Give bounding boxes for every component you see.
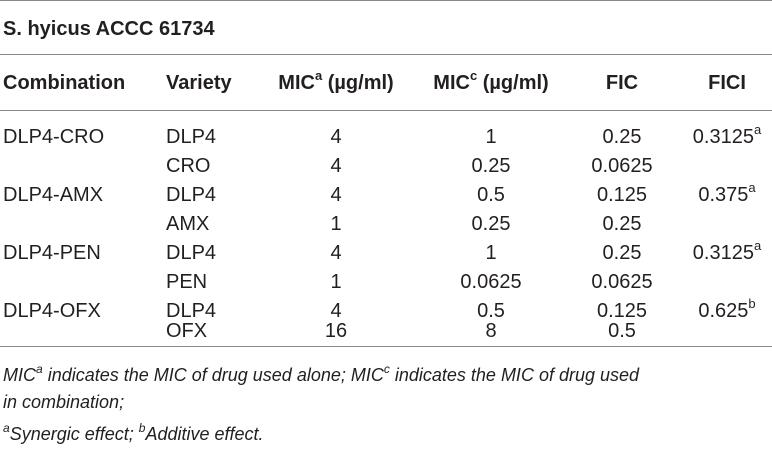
strain-title: S. hyicus ACCC 61734 <box>3 18 215 40</box>
header-fici: FICI <box>708 72 746 94</box>
table-row: PEN 1 0.0625 0.0625 <box>0 271 772 297</box>
cell-fici: 0.375a <box>698 180 756 206</box>
cell-combination: DLP4-OFX <box>3 300 101 322</box>
cell-fic: 0.25 <box>602 213 642 235</box>
cell-mic-c: 0.25 <box>471 155 511 177</box>
cell-fici: 0.3125a <box>692 122 762 148</box>
cell-mic-a: 1 <box>330 213 342 235</box>
table-row: OFX 16 8 0.5 <box>0 320 772 346</box>
cell-fic: 0.25 <box>602 126 642 148</box>
cell-combination: DLP4-PEN <box>3 242 101 264</box>
header-variety: Variety <box>166 72 232 94</box>
table-row: DLP4-AMX DLP4 4 0.5 0.125 0.375a <box>0 180 772 210</box>
title-rule <box>0 54 772 55</box>
cell-fic: 0.5 <box>608 320 636 342</box>
cell-combination: DLP4-CRO <box>3 126 105 148</box>
header-mic-a: MICa (µg/ml) <box>278 68 394 94</box>
cell-combination: DLP4-AMX <box>3 184 104 206</box>
cell-variety: DLP4 <box>166 126 217 148</box>
cell-mic-c: 0.25 <box>471 213 511 235</box>
cell-variety: DLP4 <box>166 300 217 322</box>
cell-mic-a: 16 <box>324 320 348 342</box>
cell-fic: 0.0625 <box>591 271 653 293</box>
cell-mic-a: 4 <box>330 126 342 148</box>
header-combination: Combination <box>3 72 126 94</box>
cell-fic: 0.25 <box>602 242 642 264</box>
cell-mic-a: 4 <box>330 242 342 264</box>
cell-mic-c: 1 <box>485 126 497 148</box>
header-rule <box>0 110 772 111</box>
header-mic-c: MICc (µg/ml) <box>433 68 549 94</box>
table-row: DLP4-CRO DLP4 4 1 0.25 0.3125a <box>0 122 772 152</box>
table-row: AMX 1 0.25 0.25 <box>0 213 772 239</box>
footnote-line-3: aSynergic effect; bAdditive effect. <box>3 421 264 444</box>
top-rule <box>0 0 772 1</box>
cell-fic: 0.125 <box>596 300 648 322</box>
cell-variety: AMX <box>166 213 210 235</box>
table-row: DLP4-PEN DLP4 4 1 0.25 0.3125a <box>0 238 772 268</box>
cell-mic-c: 1 <box>485 242 497 264</box>
cell-variety: CRO <box>166 155 211 177</box>
cell-fic: 0.0625 <box>591 155 653 177</box>
cell-variety: PEN <box>166 271 208 293</box>
header-fic: FIC <box>605 72 639 94</box>
cell-variety: DLP4 <box>166 184 217 206</box>
table-row: CRO 4 0.25 0.0625 <box>0 155 772 181</box>
table-row: DLP4-OFX DLP4 4 0.5 0.125 0.625b <box>0 296 772 326</box>
footnote-line-1: MICa indicates the MIC of drug used alon… <box>3 362 640 385</box>
cell-mic-c: 0.5 <box>477 300 505 322</box>
cell-mic-c: 8 <box>485 320 497 342</box>
cell-fici: 0.3125a <box>692 238 762 264</box>
cell-variety: DLP4 <box>166 242 217 264</box>
cell-mic-c: 0.0625 <box>460 271 522 293</box>
cell-mic-a: 4 <box>330 300 342 322</box>
cell-mic-a: 4 <box>330 184 342 206</box>
footnote-line-2: in combination; <box>3 392 125 412</box>
cell-mic-a: 4 <box>330 155 342 177</box>
table-bottom-rule <box>0 346 772 347</box>
cell-mic-a: 1 <box>330 271 342 293</box>
cell-variety: OFX <box>166 320 208 342</box>
cell-fic: 0.125 <box>596 184 648 206</box>
cell-mic-c: 0.5 <box>477 184 505 206</box>
cell-fici: 0.625b <box>698 296 756 322</box>
